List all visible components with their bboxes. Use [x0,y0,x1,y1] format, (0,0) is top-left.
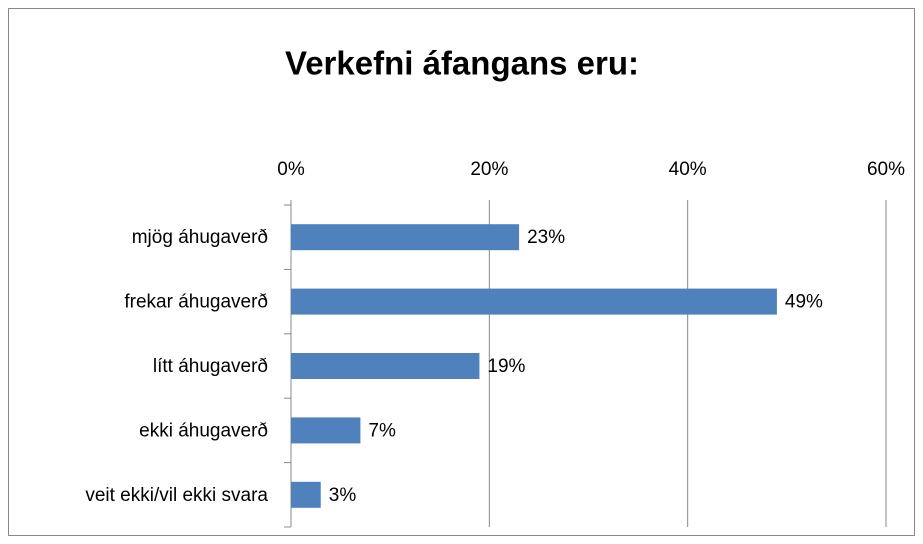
data-label: 49% [785,292,823,313]
x-tick-label: 0% [277,159,305,180]
data-label: 19% [487,356,525,377]
y-tick-label: ekki áhugaverð [139,420,268,441]
data-label: 7% [368,420,396,441]
chart-border [8,8,915,536]
chart-title: Verkefni áfangans eru: [285,45,639,82]
x-tick-label: 40% [669,159,707,180]
y-tick-label: mjög áhugaverð [132,227,268,248]
x-tick-label: 60% [867,159,905,180]
x-tick-label: 20% [470,159,508,180]
bar [291,353,480,379]
y-tick-label: veit ekki/vil ekki svara [85,485,268,506]
y-tick-label: lítt áhugaverð [153,356,268,377]
bar [291,288,777,315]
bar [291,224,520,251]
y-tick-label: frekar áhugaverð [124,292,268,313]
data-label: 23% [527,227,565,248]
bar [291,481,321,508]
data-label: 3% [329,485,357,506]
bar [291,417,361,444]
